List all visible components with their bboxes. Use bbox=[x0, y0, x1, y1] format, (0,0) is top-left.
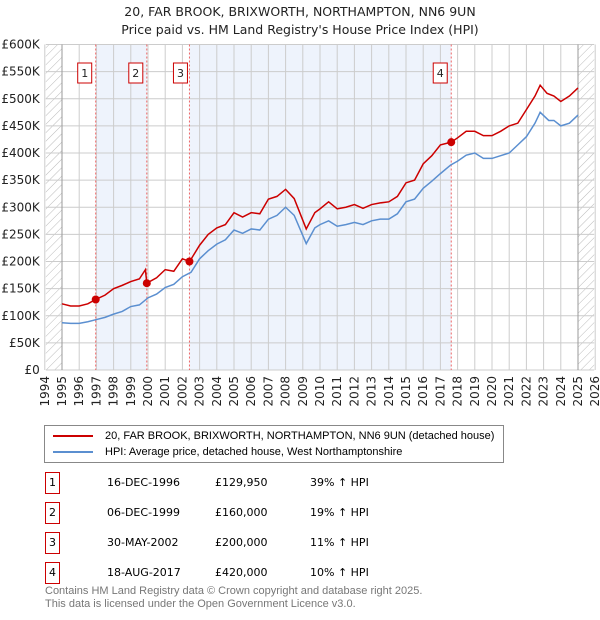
x-tick-label: 2001 bbox=[158, 376, 172, 407]
price-chart: £0 £50K £100K £150K £200K £250K £300K £350K £400… bbox=[1, 38, 600, 407]
sale-number-badge: 1 bbox=[45, 472, 60, 494]
sale-date: 06-DEC-1999 bbox=[107, 506, 181, 519]
y-tick-label: £500K bbox=[1, 92, 41, 106]
sale-number-badge: 3 bbox=[45, 532, 60, 554]
x-tick-label: 1996 bbox=[72, 376, 86, 407]
y-tick-label: £200K bbox=[1, 255, 41, 269]
sale-date: 30-MAY-2002 bbox=[107, 536, 179, 549]
sale-hpi-diff: 19% ↑ HPI bbox=[310, 506, 369, 519]
x-tick-label: 1998 bbox=[107, 376, 121, 407]
chart-title: 20, FAR BROOK, BRIXWORTH, NORTHAMPTON, N… bbox=[124, 4, 476, 19]
x-tick-label: 2014 bbox=[382, 376, 396, 407]
x-tick-label: 2025 bbox=[571, 376, 585, 407]
y-tick-label: £150K bbox=[1, 282, 41, 296]
x-tick-label: 2021 bbox=[502, 376, 516, 407]
y-tick-label: £250K bbox=[1, 227, 41, 241]
sale-row: 4 18-AUG-2017 £420,000 10% ↑ HPI bbox=[45, 562, 465, 584]
x-tick-label: 2020 bbox=[485, 376, 499, 407]
sale-row: 3 30-MAY-2002 £200,000 11% ↑ HPI bbox=[45, 532, 465, 554]
x-tick-label: 2000 bbox=[141, 376, 155, 407]
x-tick-label: 2002 bbox=[175, 376, 189, 407]
sale-point bbox=[142, 279, 151, 288]
sale-label: 4 bbox=[437, 67, 444, 80]
x-tick-label: 2006 bbox=[244, 376, 258, 407]
x-tick-label: 2019 bbox=[468, 376, 482, 407]
y-tick-label: £50K bbox=[9, 336, 41, 350]
x-tick-label: 2008 bbox=[279, 376, 293, 407]
x-tick-label: 2005 bbox=[227, 376, 241, 407]
y-tick-label: £300K bbox=[1, 200, 41, 214]
sale-price: £129,950 bbox=[215, 476, 268, 489]
sale-hpi-diff: 39% ↑ HPI bbox=[310, 476, 369, 489]
x-tick-label: 1994 bbox=[38, 376, 52, 407]
sale-point bbox=[447, 138, 456, 147]
chart-subtitle: Price paid vs. HM Land Registry's House … bbox=[121, 22, 479, 37]
y-tick-label: £100K bbox=[1, 309, 41, 323]
hpi-line bbox=[61, 111, 579, 325]
legend-hpi-label: HPI: Average price, detached house, West… bbox=[105, 446, 403, 458]
x-tick-label: 2003 bbox=[193, 376, 207, 407]
footer-copyright: Contains HM Land Registry data © Crown c… bbox=[45, 585, 423, 597]
sale-point bbox=[185, 257, 194, 266]
x-tick-label: 2012 bbox=[347, 376, 361, 407]
sale-price: £200,000 bbox=[215, 536, 268, 549]
legend-hpi-line bbox=[53, 451, 93, 453]
x-tick-label: 2013 bbox=[365, 376, 379, 407]
y-tick-label: £600K bbox=[1, 38, 41, 52]
sale-date: 18-AUG-2017 bbox=[107, 566, 181, 579]
y-tick-label: £550K bbox=[1, 65, 41, 79]
sale-label-box bbox=[77, 62, 93, 84]
x-tick-label: 2024 bbox=[554, 376, 568, 407]
sale-label: 3 bbox=[177, 67, 184, 80]
footer: Contains HM Land Registry data © Crown c… bbox=[45, 585, 422, 611]
x-tick-label: 2026 bbox=[588, 376, 600, 407]
x-tick-label: 2018 bbox=[451, 376, 465, 407]
x-tick-label: 2015 bbox=[399, 376, 413, 407]
y-tick-label: £400K bbox=[1, 146, 41, 160]
sale-price: £160,000 bbox=[215, 506, 268, 519]
sale-row: 2 06-DEC-1999 £160,000 19% ↑ HPI bbox=[45, 502, 465, 524]
legend-property-line bbox=[53, 435, 93, 437]
sale-label: 2 bbox=[132, 67, 139, 80]
x-tick-label: 2004 bbox=[210, 376, 224, 407]
property-price-line bbox=[61, 83, 579, 307]
sale-number-badge: 2 bbox=[45, 502, 60, 524]
sale-row: 1 16-DEC-1996 £129,950 39% ↑ HPI bbox=[45, 472, 465, 494]
legend: 20, FAR BROOK, BRIXWORTH, NORTHAMPTON, N… bbox=[44, 425, 504, 463]
x-tick-label: 1995 bbox=[55, 376, 69, 407]
y-tick-label: £450K bbox=[1, 119, 41, 133]
x-tick-label: 2022 bbox=[519, 376, 533, 407]
x-tick-label: 2011 bbox=[330, 376, 344, 407]
footer-licence: This data is licensed under the Open Gov… bbox=[45, 598, 356, 610]
x-tick-label: 2023 bbox=[537, 376, 551, 407]
legend-property-label: 20, FAR BROOK, BRIXWORTH, NORTHAMPTON, N… bbox=[105, 430, 495, 442]
x-tick-label: 1999 bbox=[124, 376, 138, 407]
x-tick-label: 2017 bbox=[433, 376, 447, 407]
sale-price: £420,000 bbox=[215, 566, 268, 579]
sale-label-box bbox=[172, 62, 188, 84]
x-tick-label: 2010 bbox=[313, 376, 327, 407]
y-tick-label: £350K bbox=[1, 173, 41, 187]
x-tick-label: 2007 bbox=[261, 376, 275, 407]
sale-number-badge: 4 bbox=[45, 562, 60, 584]
sale-date: 16-DEC-1996 bbox=[107, 476, 181, 489]
sale-point bbox=[91, 295, 100, 304]
sale-label-box bbox=[128, 62, 144, 84]
x-tick-label: 2016 bbox=[416, 376, 430, 407]
sale-label-box bbox=[432, 62, 448, 84]
sale-label: 1 bbox=[81, 67, 88, 80]
x-tick-label: 1997 bbox=[89, 376, 103, 407]
sale-hpi-diff: 11% ↑ HPI bbox=[310, 536, 369, 549]
x-tick-label: 2009 bbox=[296, 376, 310, 407]
sale-hpi-diff: 10% ↑ HPI bbox=[310, 566, 369, 579]
y-tick-label: £0 bbox=[25, 363, 40, 377]
